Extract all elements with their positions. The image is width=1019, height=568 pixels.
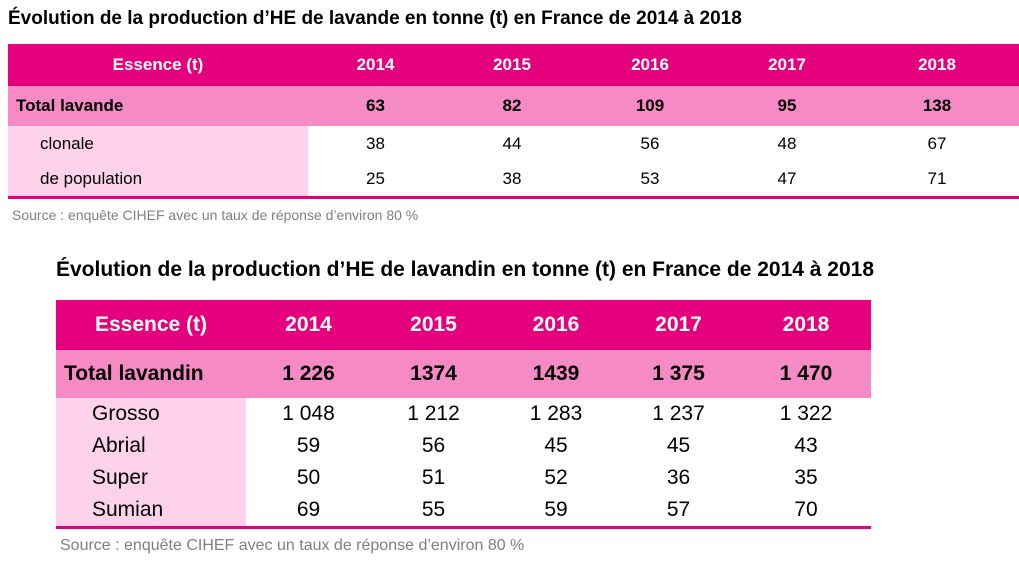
row-label: Abrial xyxy=(56,430,246,462)
table-cell: 1 283 xyxy=(529,402,583,425)
table-cell: 1 322 xyxy=(779,402,833,425)
table-cell: 52 xyxy=(544,466,568,489)
table-cell: 1 375 xyxy=(616,350,741,398)
table-cell: 82 xyxy=(443,86,581,126)
table-cell: 51 xyxy=(421,466,446,489)
table-cell: 138 xyxy=(855,86,1019,126)
header-cell: 2016 xyxy=(581,44,719,86)
header-cell: 2014 xyxy=(308,44,443,86)
lavandin-source-note: Source : enquête CIHEF avec un taux de r… xyxy=(60,537,525,554)
table-cell: 59 xyxy=(496,494,616,529)
table-cell: 59 xyxy=(296,434,321,457)
table-cell: 36 xyxy=(666,466,691,489)
row-label: de population xyxy=(8,161,308,199)
table-cell: 71 xyxy=(855,161,1019,199)
total-row: Total lavandin 1 226 1374 1439 1 375 1 4… xyxy=(56,350,871,398)
table-cell: 109 xyxy=(581,86,719,126)
row-label: Super xyxy=(56,462,246,494)
table-cell: 45 xyxy=(544,434,568,457)
table-row: de population 25 38 53 47 71 xyxy=(8,161,1019,199)
table-cell: 1 470 xyxy=(741,350,871,398)
table-cell: 25 xyxy=(308,161,443,199)
header-cell: 2017 xyxy=(616,300,741,350)
table-cell: 50 xyxy=(296,466,321,489)
table-row: Super 50 51 52 36 35 xyxy=(56,462,871,494)
table-cell: 63 xyxy=(308,86,443,126)
table-cell: 56 xyxy=(640,133,660,153)
table-cell: 53 xyxy=(581,161,719,199)
table-header-row: Essence (t) 2014 2015 2016 2017 2018 xyxy=(8,44,1019,86)
header-cell: 2017 xyxy=(719,44,855,86)
table-row: Grosso 1 048 1 212 1 283 1 237 1 322 xyxy=(56,398,871,430)
table-cell: 35 xyxy=(794,466,818,489)
table-cell: 43 xyxy=(794,434,818,457)
table-cell: 38 xyxy=(443,161,581,199)
header-cell: 2018 xyxy=(741,300,871,350)
table-cell: 1 212 xyxy=(407,402,460,425)
header-cell: 2014 xyxy=(246,300,371,350)
table-row: Sumian 69 55 59 57 70 xyxy=(56,494,871,529)
row-label: Sumian xyxy=(56,494,246,529)
lavandin-table-title: Évolution de la production d’HE de lavan… xyxy=(56,258,875,281)
table-cell: 44 xyxy=(502,133,522,153)
header-cell: 2015 xyxy=(371,300,496,350)
header-cell: 2015 xyxy=(443,44,581,86)
total-label: Total lavandin xyxy=(56,350,246,398)
total-label: Total lavande xyxy=(8,86,308,126)
header-cell: 2016 xyxy=(496,300,616,350)
table-cell: 67 xyxy=(927,133,947,153)
lavande-table-title: Évolution de la production d’HE de lavan… xyxy=(8,8,742,29)
table-cell: 1 237 xyxy=(652,402,705,425)
row-label: clonale xyxy=(8,126,308,161)
table-row: clonale 38 44 56 48 67 xyxy=(8,126,1019,161)
table-header-row: Essence (t) 2014 2015 2016 2017 2018 xyxy=(56,300,871,350)
table-cell: 70 xyxy=(741,494,871,529)
lavande-source-note: Source : enquête CIHEF avec un taux de r… xyxy=(12,207,419,223)
table-cell: 69 xyxy=(246,494,371,529)
table-cell: 47 xyxy=(719,161,855,199)
table-cell: 1374 xyxy=(371,350,496,398)
table-cell: 95 xyxy=(719,86,855,126)
table-cell: 48 xyxy=(777,133,797,153)
table-row: Abrial 59 56 45 45 43 xyxy=(56,430,871,462)
table-cell: 38 xyxy=(366,133,385,153)
total-row: Total lavande 63 82 109 95 138 xyxy=(8,86,1019,126)
header-cell: Essence (t) xyxy=(56,300,246,350)
table-cell: 45 xyxy=(666,434,691,457)
table-cell: 1 048 xyxy=(282,402,335,425)
table-cell: 1439 xyxy=(496,350,616,398)
header-cell: Essence (t) xyxy=(8,44,308,86)
table-cell: 1 226 xyxy=(246,350,371,398)
header-cell: 2018 xyxy=(855,44,1019,86)
row-label: Grosso xyxy=(56,398,246,430)
lavande-production-table: Essence (t) 2014 2015 2016 2017 2018 Tot… xyxy=(8,44,1019,199)
table-cell: 57 xyxy=(616,494,741,529)
lavandin-production-table: Essence (t) 2014 2015 2016 2017 2018 Tot… xyxy=(56,300,871,529)
table-cell: 56 xyxy=(421,434,446,457)
table-cell: 55 xyxy=(371,494,496,529)
